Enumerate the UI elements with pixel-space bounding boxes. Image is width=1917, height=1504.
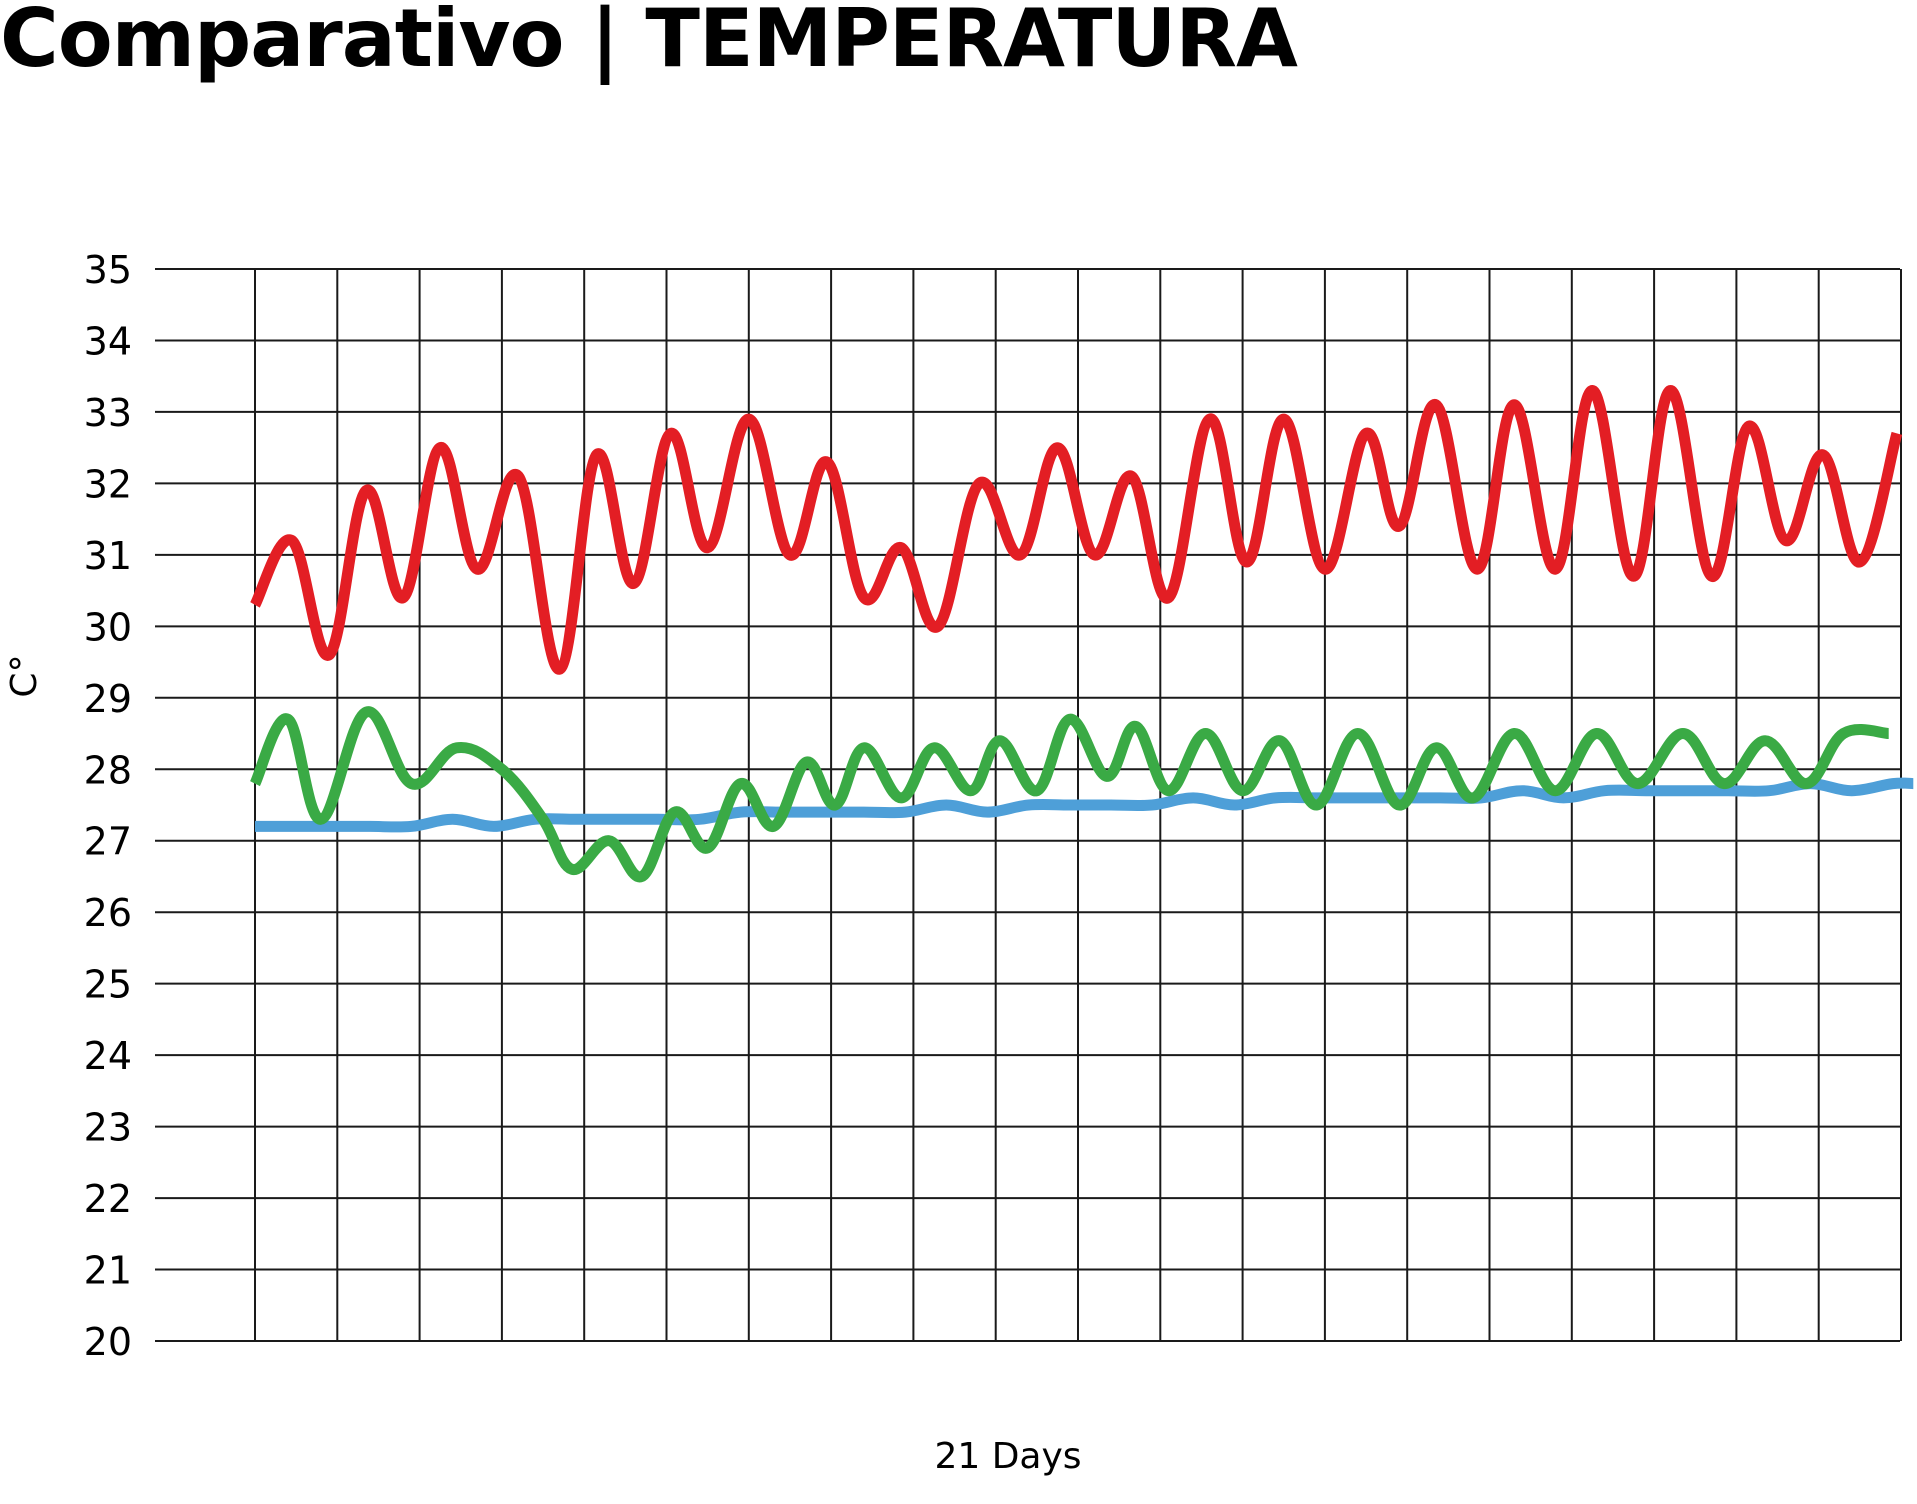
y-tick-label: 26: [84, 891, 132, 935]
y-tick-label: 23: [84, 1106, 132, 1150]
y-tick-label: 27: [84, 820, 132, 864]
y-tick-label: 34: [84, 319, 132, 363]
y-tick-label: 30: [84, 605, 132, 649]
series-line-1: [249, 706, 1890, 883]
y-tick-label: 25: [84, 963, 132, 1007]
y-tick-label: 35: [84, 248, 132, 292]
y-tick-label: 31: [84, 534, 132, 578]
y-tick-label: 32: [84, 462, 132, 506]
y-tick-label: 22: [84, 1177, 132, 1221]
y-tick-label: 21: [84, 1249, 132, 1293]
y-axis-label: C°: [4, 654, 45, 697]
y-tick-label: 24: [84, 1034, 132, 1078]
y-tick-labels: 35 34 33 32 31 30 29 28 27 26 25 24 23 22 21 20: [84, 248, 132, 1364]
y-tick-label: 33: [84, 391, 132, 435]
y-tick-label: 20: [84, 1320, 132, 1364]
series-lines: [249, 384, 1914, 883]
series-line-0: [250, 384, 1903, 675]
y-tick-label: 28: [84, 748, 132, 792]
y-tick-label: 29: [84, 677, 132, 721]
x-axis-label: 21 Days: [934, 1436, 1081, 1477]
chart-title: Comparativo | TEMPERATURA: [0, 0, 1298, 85]
horizontal-gridlines: [155, 268, 1900, 1342]
series-line-2: [255, 777, 1914, 833]
